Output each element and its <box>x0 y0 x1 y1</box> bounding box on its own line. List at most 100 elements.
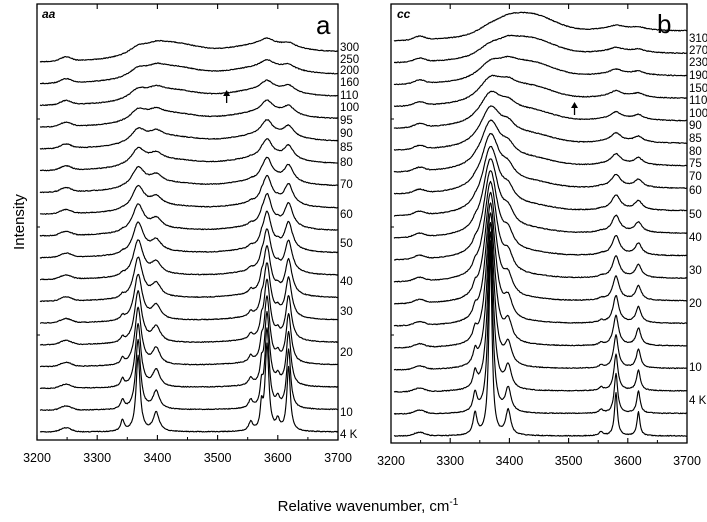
spectrum-series-250 <box>40 59 338 85</box>
spectrum-series-110 <box>393 105 687 151</box>
spectra-group <box>393 11 687 437</box>
spectrum-series-90 <box>39 174 338 215</box>
plot-frame <box>390 3 688 444</box>
spectrum-series-50 <box>40 262 338 324</box>
spectra-group <box>39 37 338 433</box>
spectrum-series-95 <box>39 156 338 194</box>
spectrum-series-40 <box>393 212 687 349</box>
spectrum-series-40 <box>39 278 338 346</box>
temperature-label: 20 <box>689 298 702 310</box>
temperature-label: 90 <box>689 120 702 132</box>
arrow-marker <box>223 90 231 103</box>
spectrum-series-85 <box>393 145 687 217</box>
spectrum-series-90 <box>393 132 687 195</box>
spectrum-series-310 <box>393 11 687 42</box>
spectrum-series-100 <box>393 119 687 173</box>
temperature-label: 100 <box>340 102 359 114</box>
spectrum-series-20 <box>39 310 338 390</box>
temperature-label: 85 <box>340 142 353 154</box>
spectrum-series-10 <box>39 327 338 411</box>
spectrum-series-30 <box>393 222 687 371</box>
spectrum-series-80 <box>393 158 687 239</box>
x-tick-label: 3700 <box>673 454 701 468</box>
x-tick-label: 3500 <box>204 451 232 465</box>
temperature-label: 300 <box>340 42 359 54</box>
spectrum-series-160 <box>39 99 338 128</box>
spectrum-series-4-k <box>393 247 687 437</box>
temperature-label: 70 <box>340 179 353 191</box>
spectrum-series-270 <box>394 34 687 64</box>
x-tick-label: 3300 <box>436 454 464 468</box>
spectrum-series-60 <box>39 245 338 303</box>
x-tick-label: 3400 <box>495 454 523 468</box>
spectrum-series-30 <box>39 295 338 368</box>
panel-letter: a <box>316 10 331 40</box>
spectrum-series-50 <box>393 202 687 327</box>
spectrum-series-75 <box>394 170 687 261</box>
temperature-label: 95 <box>340 115 353 127</box>
temperature-label: 200 <box>340 65 359 77</box>
temperature-label: 20 <box>340 347 353 359</box>
temperature-label: 40 <box>340 276 353 288</box>
spectrum-series-110 <box>39 119 338 150</box>
spectrum-series-60 <box>394 191 687 305</box>
temperature-label: 30 <box>689 265 702 277</box>
spectrum-series-20 <box>393 231 687 393</box>
temperature-label: 110 <box>689 95 707 107</box>
spectrum-series-70 <box>393 180 687 283</box>
spectrum-series-150 <box>393 90 687 129</box>
spectrum-series-70 <box>40 228 338 281</box>
temperature-label: 190 <box>689 70 707 82</box>
temperature-label: 50 <box>689 209 702 221</box>
temperature-label: 110 <box>340 90 358 102</box>
arrow-marker <box>571 102 579 115</box>
temperature-label: 10 <box>689 362 702 374</box>
temperature-label: 150 <box>689 83 707 95</box>
x-tick-label: 3600 <box>614 454 642 468</box>
temperature-label: 100 <box>689 108 707 120</box>
polarization-label: aa <box>42 7 56 21</box>
plot-frame <box>36 3 339 441</box>
temperature-label: 80 <box>340 157 353 169</box>
spectrum-series-100 <box>39 138 338 172</box>
spectrum-series-200 <box>39 79 338 107</box>
polarization-label: cc <box>397 7 411 21</box>
spectrum-series-4-k <box>39 342 338 433</box>
spectrum-series-10 <box>393 240 687 415</box>
temperature-label: 40 <box>689 232 702 244</box>
temperature-label: 230 <box>689 57 707 69</box>
x-axis-title-text: Relative wavenumber, cm <box>278 498 450 515</box>
panel-b: 3200 3300 3400 3500 3600 37003102702301901501… <box>377 3 707 468</box>
x-tick-label: 3700 <box>324 451 352 465</box>
temperature-label: 10 <box>340 407 353 419</box>
temperature-label: 75 <box>689 158 702 170</box>
x-tick-label: 3500 <box>555 454 583 468</box>
temperature-label: 60 <box>340 209 353 221</box>
x-tick-label: 3400 <box>143 451 171 465</box>
temperature-label: 250 <box>340 54 359 66</box>
spectrum-series-190 <box>393 74 687 108</box>
spectrum-series-300 <box>39 37 338 63</box>
spectrum-series-85 <box>39 192 338 237</box>
y-axis-title: Intensity <box>11 194 28 250</box>
panel-letter: b <box>657 9 671 39</box>
panel-a: 3200 3300 3400 3500 3600 37003002502001601101… <box>23 3 359 465</box>
x-axis-title-superscript: -1 <box>449 497 458 508</box>
x-tick-label: 3200 <box>377 454 405 468</box>
temperature-label: 60 <box>689 185 702 197</box>
temperature-label: 4 K <box>689 395 707 407</box>
temperature-label: 310 <box>689 33 707 45</box>
temperature-label: 70 <box>689 171 702 183</box>
x-axis-title: Relative wavenumber, cm-1 <box>278 497 459 515</box>
spectrum-series-230 <box>393 55 687 86</box>
temperature-label: 85 <box>689 133 702 145</box>
x-tick-label: 3300 <box>83 451 111 465</box>
temperature-label: 270 <box>689 45 707 57</box>
spectrum-series-80 <box>39 210 338 259</box>
x-tick-label: 3600 <box>264 451 292 465</box>
temperature-label: 50 <box>340 238 353 250</box>
x-tick-label: 3200 <box>23 451 51 465</box>
temperature-label: 4 K <box>340 429 358 441</box>
temperature-label: 160 <box>340 77 359 89</box>
